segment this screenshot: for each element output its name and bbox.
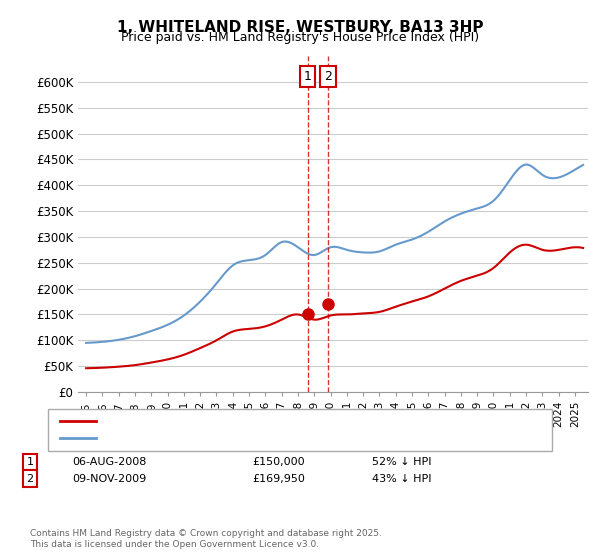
Text: 1, WHITELAND RISE, WESTBURY, BA13 3HP: 1, WHITELAND RISE, WESTBURY, BA13 3HP — [117, 20, 483, 35]
Text: Contains HM Land Registry data © Crown copyright and database right 2025.
This d: Contains HM Land Registry data © Crown c… — [30, 529, 382, 549]
Text: Price paid vs. HM Land Registry's House Price Index (HPI): Price paid vs. HM Land Registry's House … — [121, 31, 479, 44]
Text: £150,000: £150,000 — [252, 457, 305, 467]
Text: HPI: Average price, detached house, Wiltshire: HPI: Average price, detached house, Wilt… — [99, 433, 338, 443]
Text: 1: 1 — [26, 457, 34, 467]
Text: 52% ↓ HPI: 52% ↓ HPI — [372, 457, 431, 467]
Text: 06-AUG-2008: 06-AUG-2008 — [72, 457, 146, 467]
Text: £169,950: £169,950 — [252, 474, 305, 484]
Text: 2: 2 — [324, 70, 332, 83]
Text: 1, WHITELAND RISE, WESTBURY, BA13 3HP (detached house): 1, WHITELAND RISE, WESTBURY, BA13 3HP (d… — [99, 416, 418, 426]
Text: 09-NOV-2009: 09-NOV-2009 — [72, 474, 146, 484]
Text: 43% ↓ HPI: 43% ↓ HPI — [372, 474, 431, 484]
Text: 1: 1 — [304, 70, 311, 83]
Text: 2: 2 — [26, 474, 34, 484]
